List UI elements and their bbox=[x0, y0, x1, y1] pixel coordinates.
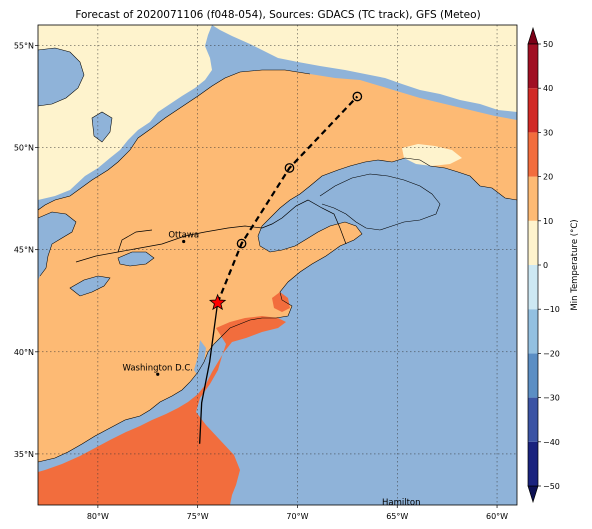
lat-tick-label: 45°N bbox=[14, 246, 34, 255]
water-chesapeake-bay bbox=[194, 340, 206, 376]
lon-tick-label: 60°W bbox=[486, 512, 508, 521]
colorbar-band bbox=[528, 176, 538, 221]
lon-tick-label: 75°W bbox=[187, 512, 209, 521]
storm-track bbox=[199, 91, 363, 444]
land-temperature-0-10-east bbox=[212, 25, 517, 112]
colorbar-tick-label: −50 bbox=[543, 482, 560, 491]
water-hudson-bay bbox=[38, 48, 84, 106]
forecast-track-line bbox=[216, 95, 359, 304]
colorbar-tick-label: 30 bbox=[543, 128, 553, 137]
colorbar-tick-label: 50 bbox=[543, 40, 553, 49]
water-james-bay bbox=[92, 112, 112, 142]
colorbar-band bbox=[528, 441, 538, 486]
water-lake-erie bbox=[70, 276, 110, 296]
lon-tick-label: 65°W bbox=[386, 512, 408, 521]
lat-tick-label: 55°N bbox=[14, 41, 34, 50]
colorbar-band bbox=[528, 220, 538, 265]
colorbar-band bbox=[528, 353, 538, 398]
lat-tick-label: 50°N bbox=[14, 144, 34, 153]
city-dot bbox=[400, 507, 403, 510]
political-borders bbox=[75, 199, 347, 263]
longitude-ticks: 80°W 75°W 70°W 65°W 60°W bbox=[87, 505, 508, 521]
water-gulf-of-st-lawrence bbox=[320, 174, 440, 230]
city-label: Hamilton bbox=[382, 498, 421, 508]
water-bay-of-fundy bbox=[344, 244, 372, 262]
city-label: Washington D.C. bbox=[122, 363, 193, 373]
colorbar-extend-high bbox=[527, 26, 539, 45]
colorbar: 50 40 30 20 10 0 −10 −20 −30 −40 −50 Min Temperatur… bbox=[527, 26, 580, 504]
figure-title: Forecast of 2020071106 (f048-054), Sourc… bbox=[75, 9, 480, 21]
land-temperature-20-30 bbox=[38, 316, 286, 505]
colorbar-tick-label: −40 bbox=[543, 438, 560, 447]
forecast-position-marker bbox=[284, 163, 295, 173]
observed-track-line bbox=[199, 302, 219, 444]
graticule bbox=[38, 25, 517, 505]
city-markers: Ottawa Washington D.C. Hamilton bbox=[122, 231, 421, 510]
colorbar-tick-label: −30 bbox=[543, 394, 560, 403]
colorbar-tick-label: 20 bbox=[543, 173, 553, 182]
land-temperature-20-30-patch bbox=[272, 292, 290, 312]
colorbar-band bbox=[528, 397, 538, 442]
colorbar-tick-label: 0 bbox=[543, 261, 548, 270]
forecast-position-marker bbox=[352, 91, 363, 102]
lon-tick-label: 70°W bbox=[286, 512, 308, 521]
lat-tick-label: 35°N bbox=[14, 450, 34, 459]
water-great-lakes bbox=[38, 212, 76, 280]
forecast-position-marker bbox=[236, 238, 247, 249]
colorbar-extend-low bbox=[527, 485, 539, 504]
land-temperature-0-10-patch bbox=[402, 144, 462, 166]
land-temperature-10-20 bbox=[38, 70, 517, 462]
colorbar-band bbox=[528, 44, 538, 89]
lat-tick-label: 40°N bbox=[14, 348, 34, 357]
map-frame bbox=[37, 24, 518, 506]
colorbar-tick-label: −20 bbox=[543, 349, 560, 358]
city-dot bbox=[156, 372, 160, 376]
lon-tick-label: 80°W bbox=[87, 512, 109, 521]
city-dot bbox=[182, 239, 186, 244]
colorbar-tick-label: −10 bbox=[543, 305, 560, 314]
colorbar-band bbox=[528, 132, 538, 177]
coastlines bbox=[38, 47, 517, 463]
colorbar-tick-label: 10 bbox=[543, 217, 553, 226]
colorbar-band bbox=[528, 265, 538, 310]
current-position-star-icon bbox=[208, 293, 227, 311]
colorbar-label: Min Temperature (°C) bbox=[570, 219, 580, 310]
colorbar-band bbox=[528, 88, 538, 133]
map-panel[interactable]: Ottawa Washington D.C. Hamilton bbox=[38, 25, 517, 511]
latitude-ticks: 35°N 40°N 45°N 50°N 55°N bbox=[14, 41, 38, 459]
colorbar-band bbox=[528, 309, 538, 354]
colorbar-tick-label: 40 bbox=[543, 84, 553, 93]
water-lake-ontario bbox=[118, 252, 154, 266]
city-label: Ottawa bbox=[168, 231, 199, 241]
